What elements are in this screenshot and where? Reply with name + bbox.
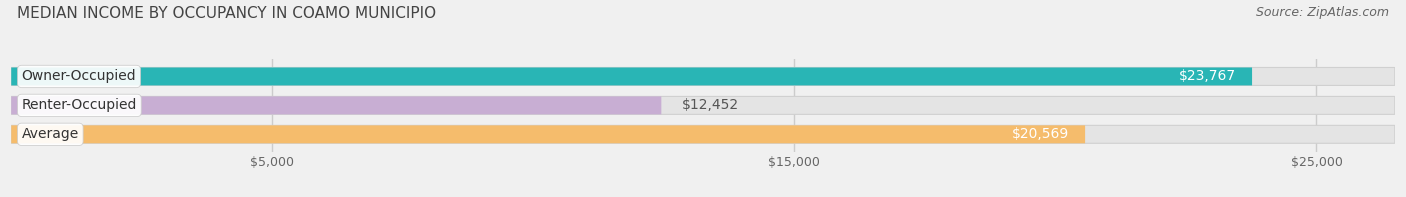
- Text: $20,569: $20,569: [1012, 127, 1070, 141]
- FancyBboxPatch shape: [11, 125, 1085, 143]
- FancyBboxPatch shape: [11, 125, 1395, 143]
- Text: Source: ZipAtlas.com: Source: ZipAtlas.com: [1256, 6, 1389, 19]
- Text: Renter-Occupied: Renter-Occupied: [21, 98, 136, 112]
- Text: MEDIAN INCOME BY OCCUPANCY IN COAMO MUNICIPIO: MEDIAN INCOME BY OCCUPANCY IN COAMO MUNI…: [17, 6, 436, 21]
- FancyBboxPatch shape: [11, 96, 1395, 114]
- Text: $23,767: $23,767: [1180, 70, 1236, 84]
- FancyBboxPatch shape: [11, 68, 1253, 85]
- FancyBboxPatch shape: [11, 96, 661, 114]
- FancyBboxPatch shape: [11, 68, 1395, 85]
- Text: Average: Average: [21, 127, 79, 141]
- Text: $12,452: $12,452: [682, 98, 740, 112]
- Text: Owner-Occupied: Owner-Occupied: [21, 70, 136, 84]
